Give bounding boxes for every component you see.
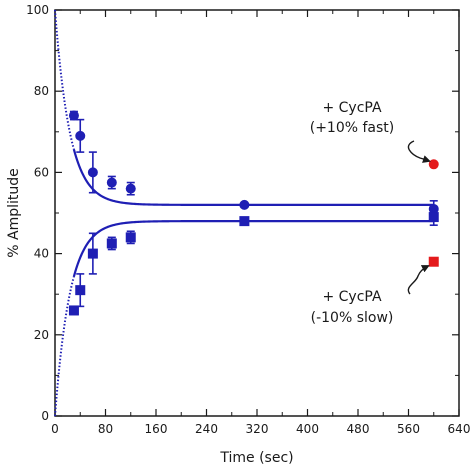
fit-curve-extrapolated-0: [54, 9, 75, 150]
fit-curve-extrapolated-1: [54, 276, 75, 417]
data-point-square: [87, 248, 98, 259]
x-tick-label: 560: [397, 422, 420, 436]
data-point-circle: [239, 199, 250, 210]
annotation-fast-line2: (+10% fast): [310, 120, 395, 136]
data-point-circle: [125, 183, 136, 194]
data-marks: [68, 110, 439, 316]
x-tick-label: 240: [195, 422, 218, 436]
data-point-square: [239, 216, 250, 227]
y-tick-label: 80: [34, 84, 49, 98]
x-tick-label: 160: [145, 422, 168, 436]
fit-curve-1: [72, 220, 434, 277]
fit-curve-0: [72, 149, 434, 206]
data-point-circle: [75, 130, 86, 141]
data-point-square: [75, 285, 86, 296]
data-point-square: [428, 212, 439, 223]
data-point-circle: [428, 159, 439, 170]
data-point-square: [428, 256, 439, 267]
data-point-square: [68, 305, 79, 316]
data-point-square: [106, 238, 117, 249]
x-tick-label: 640: [448, 422, 471, 436]
y-tick-label: 100: [26, 3, 49, 17]
y-axis-title: % Amplitude: [6, 168, 22, 258]
y-tick-label: 60: [34, 165, 49, 179]
annotation-slow-arrow: [407, 265, 430, 295]
data-point-circle: [87, 167, 98, 178]
annotation-fast-line1: + CycPA: [322, 100, 381, 116]
data-point-square: [125, 232, 136, 243]
x-tick-label: 0: [51, 422, 59, 436]
axis-ticks: [54, 9, 460, 417]
axis-tick-labels: 0 80 160 240 320 400 480 560 640 0 20 40 60 80 100: [26, 3, 470, 436]
y-tick-label: 40: [34, 247, 49, 261]
plot-frame: [54, 9, 460, 417]
fit-curves: [54, 9, 434, 417]
x-tick-label: 80: [98, 422, 113, 436]
x-tick-label: 320: [246, 422, 269, 436]
annotation-slow-line2: (-10% slow): [311, 310, 394, 326]
annotation-fast-arrow: [407, 140, 431, 163]
x-tick-label: 480: [347, 422, 370, 436]
data-point-circle: [106, 177, 117, 188]
annotation-slow: + CycPA (-10% slow): [311, 265, 430, 326]
x-tick-label: 400: [296, 422, 319, 436]
annotation-fast: + CycPA (+10% fast): [310, 100, 431, 163]
data-point-circle: [68, 110, 79, 121]
annotation-slow-line1: + CycPA: [322, 289, 381, 305]
y-tick-label: 0: [41, 409, 49, 423]
y-tick-label: 20: [34, 328, 49, 342]
x-axis-title: Time (sec): [219, 450, 293, 466]
